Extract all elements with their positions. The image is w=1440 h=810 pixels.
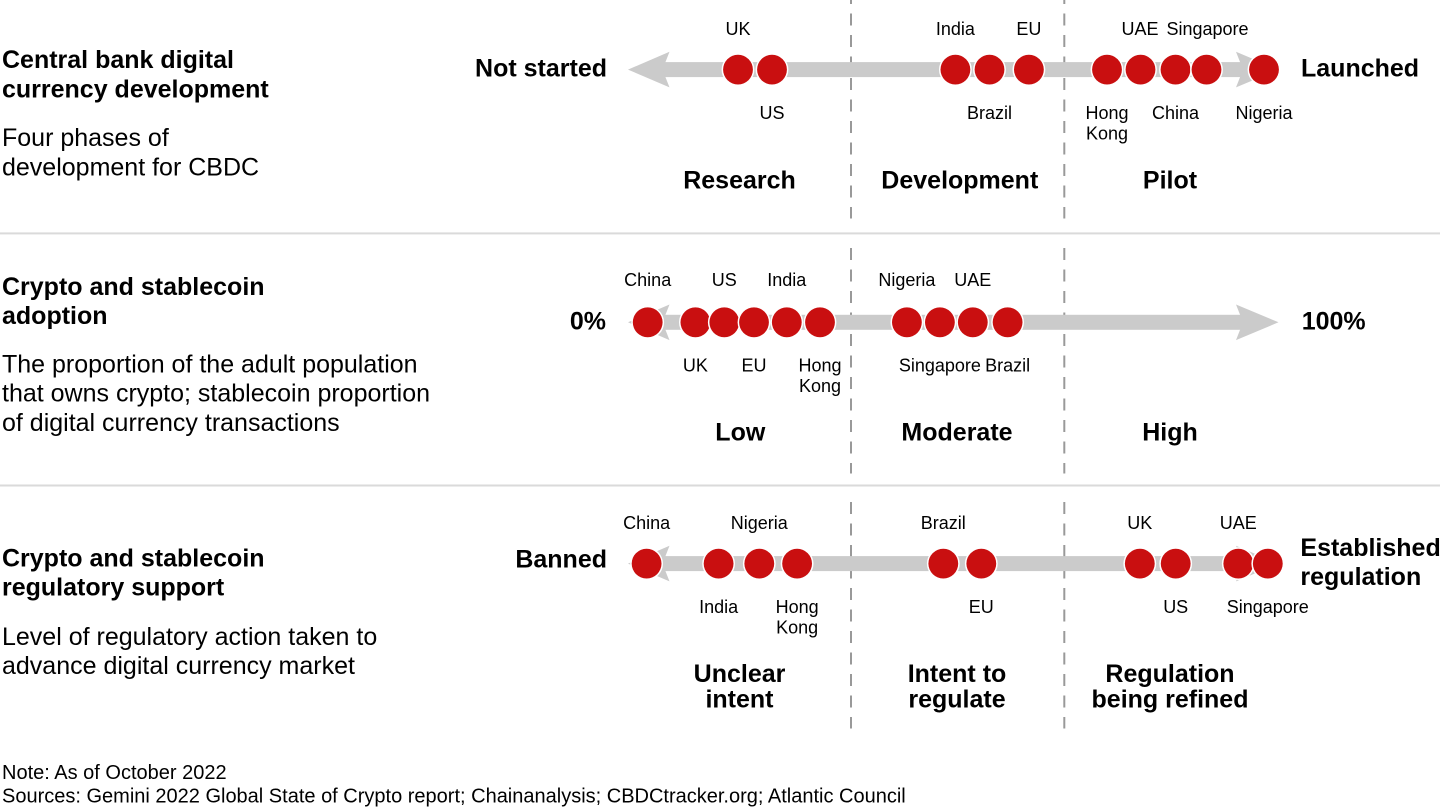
svg-text:Note: As of October 2022: Note: As of October 2022 xyxy=(2,762,227,784)
svg-text:Low: Low xyxy=(715,419,766,447)
svg-text:of digital currency transactio: of digital currency transactions xyxy=(2,409,340,437)
svg-text:EU: EU xyxy=(741,356,766,376)
svg-text:regulate: regulate xyxy=(908,685,1005,713)
svg-text:China: China xyxy=(624,270,672,290)
svg-text:regulatory support: regulatory support xyxy=(2,574,225,602)
svg-text:US: US xyxy=(712,270,737,290)
svg-text:Singapore: Singapore xyxy=(1227,597,1309,617)
svg-text:Nigeria: Nigeria xyxy=(1235,103,1293,123)
svg-text:adoption: adoption xyxy=(2,302,108,330)
svg-text:Singapore: Singapore xyxy=(899,356,981,376)
svg-text:UAE: UAE xyxy=(954,270,991,290)
svg-text:100%: 100% xyxy=(1302,307,1366,335)
svg-text:Level of regulatory action tak: Level of regulatory action taken to xyxy=(2,623,377,651)
svg-text:Singapore: Singapore xyxy=(1166,19,1248,39)
svg-text:0%: 0% xyxy=(570,307,606,335)
svg-text:that owns crypto; stablecoin p: that owns crypto; stablecoin proportion xyxy=(2,380,430,408)
svg-text:Brazil: Brazil xyxy=(985,356,1030,376)
svg-text:Four phases of: Four phases of xyxy=(2,124,169,152)
svg-text:Kong: Kong xyxy=(1086,124,1128,144)
svg-text:EU: EU xyxy=(969,597,994,617)
svg-text:Intent to: Intent to xyxy=(908,660,1007,688)
svg-text:US: US xyxy=(1163,597,1188,617)
svg-text:regulation: regulation xyxy=(1300,563,1421,591)
svg-text:India: India xyxy=(767,270,807,290)
svg-text:Kong: Kong xyxy=(799,376,841,396)
svg-text:India: India xyxy=(936,19,976,39)
svg-text:China: China xyxy=(1152,103,1200,123)
svg-text:Regulation: Regulation xyxy=(1105,660,1234,688)
svg-text:China: China xyxy=(623,513,671,533)
svg-text:Brazil: Brazil xyxy=(967,103,1012,123)
svg-text:Pilot: Pilot xyxy=(1143,167,1198,195)
svg-text:Hong: Hong xyxy=(776,597,819,617)
svg-text:Crypto and stablecoin: Crypto and stablecoin xyxy=(2,273,265,301)
svg-text:UK: UK xyxy=(683,356,708,376)
svg-text:India: India xyxy=(699,597,739,617)
svg-text:being refined: being refined xyxy=(1092,685,1249,713)
svg-text:Development: Development xyxy=(881,167,1039,195)
svg-text:Nigeria: Nigeria xyxy=(878,270,936,290)
svg-text:US: US xyxy=(759,103,784,123)
svg-text:Launched: Launched xyxy=(1301,55,1419,83)
svg-text:Hong: Hong xyxy=(798,356,841,376)
svg-text:Moderate: Moderate xyxy=(901,419,1012,447)
svg-text:Unclear: Unclear xyxy=(694,660,786,688)
svg-text:Sources: Gemini 2022 Global St: Sources: Gemini 2022 Global State of Cry… xyxy=(2,786,906,808)
svg-text:Crypto and stablecoin: Crypto and stablecoin xyxy=(2,544,265,572)
svg-text:development for CBDC: development for CBDC xyxy=(2,153,259,181)
svg-text:The proportion of the adult po: The proportion of the adult population xyxy=(2,351,418,379)
svg-text:Research: Research xyxy=(683,167,796,195)
svg-text:currency development: currency development xyxy=(2,75,269,103)
svg-text:UAE: UAE xyxy=(1121,19,1158,39)
svg-text:UAE: UAE xyxy=(1220,513,1257,533)
svg-text:Central bank digital: Central bank digital xyxy=(2,46,234,74)
svg-text:Banned: Banned xyxy=(515,546,607,574)
svg-text:UK: UK xyxy=(725,19,750,39)
svg-text:advance digital currency marke: advance digital currency market xyxy=(2,652,355,680)
svg-text:UK: UK xyxy=(1127,513,1152,533)
svg-text:Not started: Not started xyxy=(475,55,607,83)
svg-text:Kong: Kong xyxy=(776,618,818,638)
svg-text:Nigeria: Nigeria xyxy=(731,513,789,533)
svg-text:Established: Established xyxy=(1300,534,1440,562)
svg-text:Brazil: Brazil xyxy=(921,513,966,533)
svg-text:High: High xyxy=(1142,419,1198,447)
svg-text:intent: intent xyxy=(705,685,774,713)
svg-text:EU: EU xyxy=(1016,19,1041,39)
svg-text:Hong: Hong xyxy=(1085,103,1128,123)
